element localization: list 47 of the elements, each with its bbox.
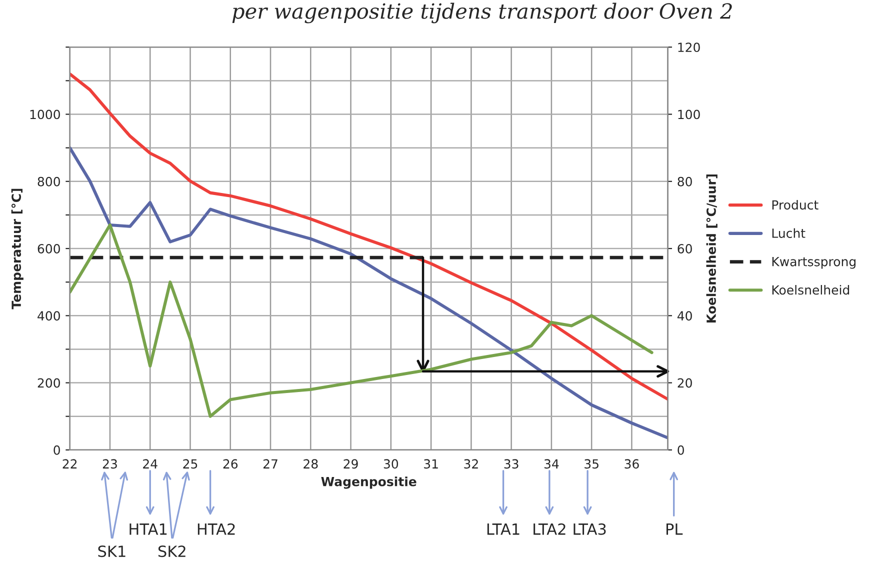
x-tick-label: 34 xyxy=(544,459,559,469)
text: LTA2 xyxy=(534,523,566,535)
y2-tick-label: 0 xyxy=(678,445,684,455)
y-tick-label: 600 xyxy=(38,244,60,254)
x-tick-label: 33 xyxy=(504,459,518,469)
y-tick-label: 0 xyxy=(54,445,60,455)
x-tick-label: 24 xyxy=(143,459,158,468)
legend-label: Koelsnelheid xyxy=(772,284,850,295)
x-tick-label: 26 xyxy=(223,459,238,469)
text: SK2 xyxy=(158,546,186,558)
text: SK1 xyxy=(98,546,126,558)
legend-label: Lucht xyxy=(772,228,806,238)
x-tick-label: 36 xyxy=(624,459,639,469)
y2-tick-label: 20 xyxy=(678,378,692,388)
text: HTA2 xyxy=(198,523,235,535)
x-tick-label: 27 xyxy=(263,459,278,468)
y2-tick-label: 40 xyxy=(677,311,692,321)
x-tick-label: 31 xyxy=(424,459,438,469)
line-series xyxy=(70,223,654,418)
y-tick-label: 1000 xyxy=(30,110,60,120)
x-tick-label: 29 xyxy=(344,459,358,469)
y2-axis-title: Koelsnelheid [°C/uur] xyxy=(706,174,718,323)
text: HTA1 xyxy=(130,524,167,535)
x-tick-label: 28 xyxy=(304,459,318,469)
y2-tick-label: 60 xyxy=(678,244,692,254)
x-tick-label: 35 xyxy=(584,459,598,469)
x-tick-label: 32 xyxy=(464,459,478,469)
x-axis-title: Wagenpositie xyxy=(321,476,416,489)
text: LTA1 xyxy=(487,524,520,535)
line-series xyxy=(70,72,668,401)
text: PL xyxy=(666,524,683,535)
text: LTA3 xyxy=(574,523,606,535)
line-series xyxy=(70,146,668,440)
legend-label: Kwartssprong xyxy=(772,257,856,269)
y2-tick-label: 100 xyxy=(678,110,700,120)
x-tick-label: 30 xyxy=(384,459,398,469)
x-tick-label: 22 xyxy=(62,459,77,468)
chart-title: per wagenpositie tijdens transport door Oven 2 xyxy=(232,2,732,24)
legend-label: Product xyxy=(772,200,818,210)
y-axis-title: Temperatuur [°C] xyxy=(11,188,24,310)
y-tick-label: 800 xyxy=(38,176,60,186)
y2-tick-label: 80 xyxy=(678,176,692,186)
x-tick-label: 23 xyxy=(102,459,117,469)
y2-tick-label: 120 xyxy=(678,42,700,52)
y-tick-label: 400 xyxy=(38,311,60,321)
x-tick-label: 25 xyxy=(183,459,198,469)
y-tick-label: 200 xyxy=(38,378,60,388)
